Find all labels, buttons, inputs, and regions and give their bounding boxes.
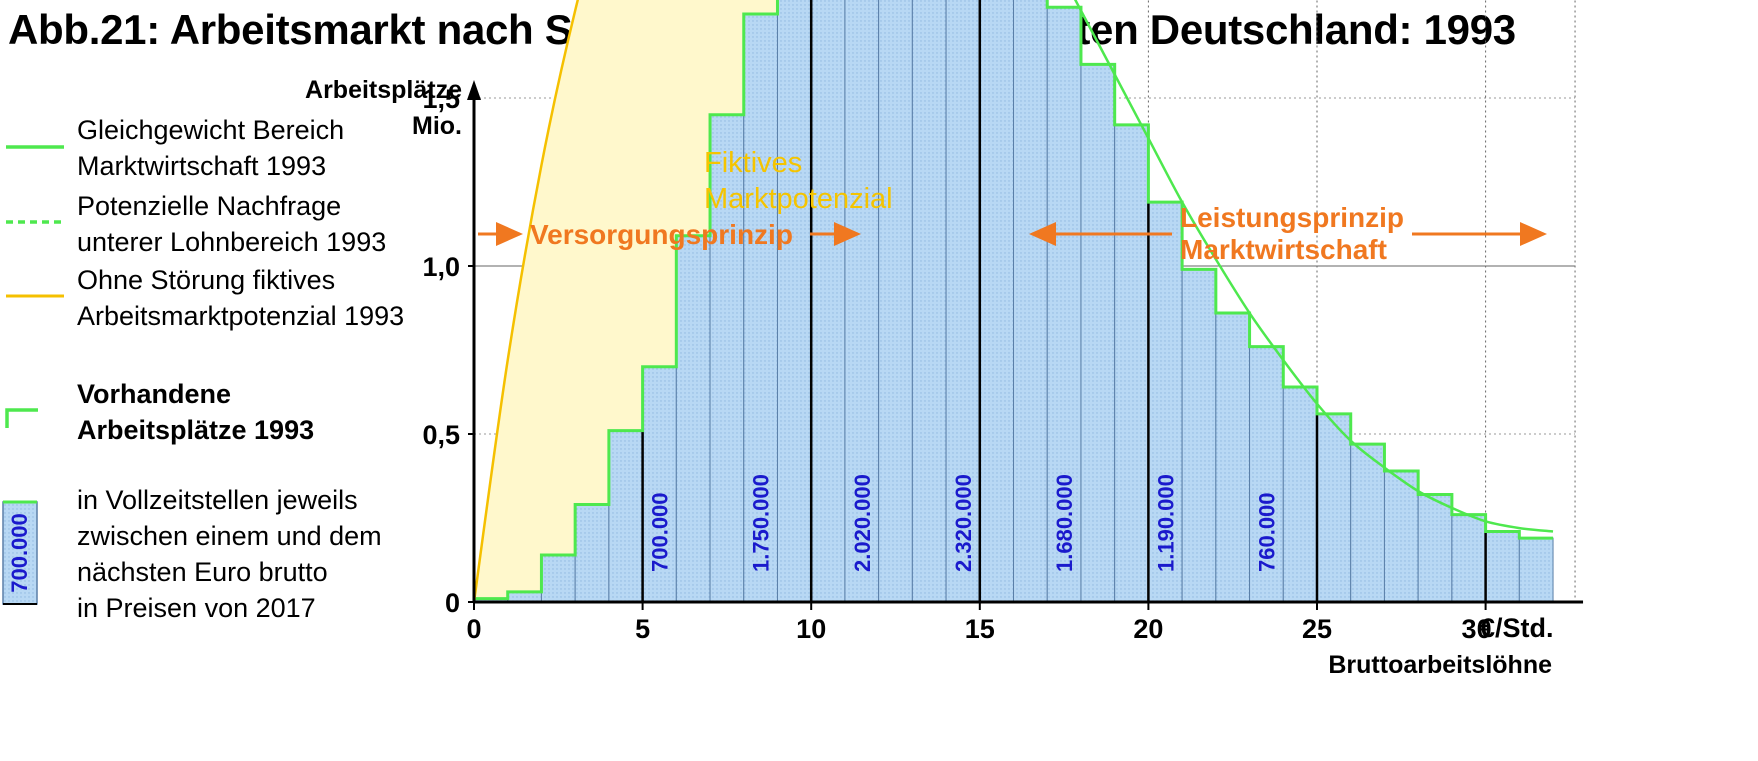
legend-line: Potenzielle Nachfrage	[77, 191, 342, 221]
y-tick-label: 0,5	[422, 420, 460, 450]
bar	[1485, 530, 1520, 603]
bar	[878, 0, 913, 603]
x-tick-label: 25	[1302, 614, 1332, 644]
legend-line: in Preisen von 2017	[77, 593, 316, 623]
annotation-fiktiv-text-1: Fiktives	[704, 147, 802, 179]
annotation-versorgung: Versorgungsprinzip	[478, 219, 861, 250]
bar	[1451, 514, 1487, 603]
bar-label: 2.020.000	[850, 474, 875, 572]
legend-line: Gleichgewicht Bereich	[77, 115, 345, 145]
bar	[1518, 537, 1554, 603]
bar	[1080, 63, 1116, 603]
legend-text-potential-demand: Potenzielle Nachfrage unterer Lohnbereic…	[77, 188, 386, 260]
legend-swatch-green-step	[5, 408, 38, 428]
bar	[1181, 268, 1217, 603]
bar	[1215, 312, 1251, 603]
bar	[1350, 443, 1385, 603]
bars	[473, 0, 1554, 603]
bar	[1417, 493, 1453, 603]
legend-line: zwischen einem und dem	[77, 521, 382, 551]
x-tick-label: 30	[1462, 614, 1492, 644]
legend-swatch-blue-bar: 700.000	[2, 500, 38, 605]
bar	[1249, 346, 1284, 603]
bar	[844, 0, 880, 603]
bar-label: 760.000	[1254, 492, 1279, 572]
bar	[507, 591, 542, 603]
x-tick-label: 20	[1133, 614, 1163, 644]
bar-label: 1.750.000	[749, 474, 774, 572]
y-axis-label-2: Mio.	[412, 112, 462, 140]
bar	[608, 430, 644, 603]
bar-label: 1.190.000	[1153, 474, 1178, 572]
bar	[743, 13, 778, 603]
y-tick-label: 0	[445, 588, 460, 618]
equilibrium-curve	[1073, 0, 1554, 533]
legend-line: Arbeitsmarktpotenzial 1993	[77, 301, 405, 331]
bar-labels: 700.000 1.750.000 2.020.000 2.320.000 1.680.…	[647, 474, 1279, 572]
annotation-leistung: Leistungsprinzip Marktwirtschaft	[1029, 202, 1547, 265]
legend-text-fulltime: in Vollzeitstellen jeweils zwischen eine…	[77, 482, 382, 626]
annotation-fiktiv-text-2: Marktpotenzial	[704, 183, 893, 215]
legend-bar-label: 700.000	[7, 513, 32, 593]
bar	[1282, 386, 1318, 603]
curves	[472, 0, 1554, 603]
legend-text-existing-jobs: Vorhandene Arbeitsplätze 1993	[77, 376, 314, 448]
legend-line: Marktwirtschaft 1993	[77, 151, 327, 181]
legend-text-equilibrium: Gleichgewicht Bereich Marktwirtschaft 19…	[77, 112, 344, 184]
bar	[574, 504, 610, 603]
bar	[709, 114, 745, 603]
legend-line: nächsten Euro brutto	[77, 557, 328, 587]
step-line	[474, 0, 1554, 601]
y-axis-label-1: Arbeitsplätze	[305, 76, 462, 104]
bar	[1147, 201, 1183, 603]
bar	[810, 0, 846, 603]
bar	[979, 0, 1015, 603]
legend-line: Ohne Störung fiktives	[77, 265, 336, 295]
y-tick-label: 1,5	[422, 84, 460, 114]
fictive-potential-curve	[472, 0, 580, 603]
legend-line: Arbeitsplätze 1993	[77, 415, 315, 445]
annotation-fiktiv: Fiktives Marktpotenzial	[704, 147, 893, 215]
x-tick-label: 10	[796, 614, 826, 644]
annotation-versorgung-text: Versorgungsprinzip	[530, 219, 793, 250]
bar	[1114, 124, 1149, 603]
bar	[1013, 0, 1048, 603]
y-axis-arrow	[467, 80, 481, 100]
bar	[540, 554, 576, 603]
legend-text-fictive-potential: Ohne Störung fiktives Arbeitsmarktpotenz…	[77, 262, 404, 334]
x-tick-label: 5	[635, 614, 650, 644]
bar-label: 2.320.000	[951, 474, 976, 572]
bar	[1383, 470, 1419, 603]
bar	[911, 0, 947, 603]
bar-label: 1.680.000	[1052, 474, 1077, 572]
x-tick-label: 15	[965, 614, 995, 644]
bar	[776, 0, 812, 603]
x-tick-label: 0	[466, 614, 481, 644]
annotation-leistung-text-1: Leistungsprinzip	[1180, 202, 1404, 233]
legend-line: Vorhandene	[77, 379, 232, 409]
bar-label: 700.000	[647, 492, 672, 572]
y-tick-label: 1,0	[422, 252, 460, 282]
legend-line: unterer Lohnbereich 1993	[77, 227, 387, 257]
legend-line: in Vollzeitstellen jeweils	[77, 485, 358, 515]
existing-jobs-step-line	[474, 0, 1554, 601]
bar	[642, 366, 677, 603]
x-axis-unit: €/Std.	[1480, 613, 1554, 643]
bar	[1316, 413, 1352, 603]
x-axis-label: Bruttoarbeitslöhne	[1328, 651, 1552, 679]
bar	[675, 235, 711, 603]
annotation-leistung-text-2: Marktwirtschaft	[1180, 234, 1387, 265]
